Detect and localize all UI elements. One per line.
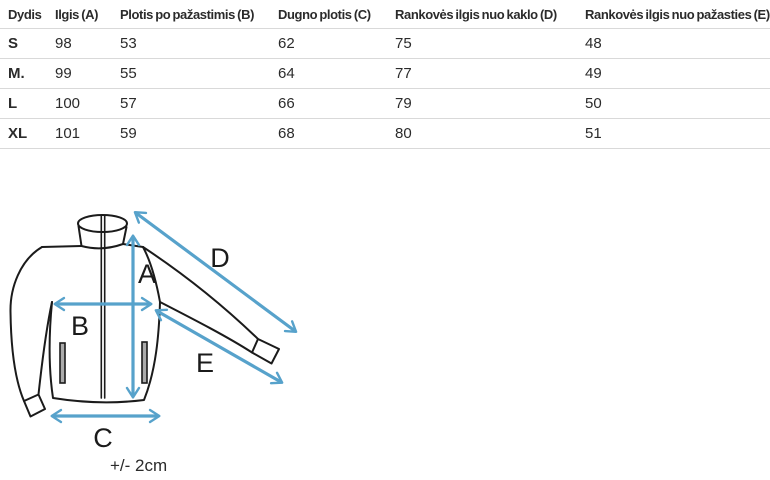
size-label: S [0,28,55,59]
col-header-sleeve-armpit-e: Rankovės ilgis nuo pažasties (E) [585,0,770,29]
size-label: XL [0,118,55,149]
value-cell: 66 [278,88,395,119]
jacket-illustration [9,214,280,418]
value-cell: 79 [395,88,585,119]
col-header-width-b: Plotis po pažastimis (B) [120,0,278,29]
value-cell: 51 [585,118,770,149]
value-cell: 49 [585,58,770,89]
value-cell: 100 [55,88,120,119]
measure-label-d: D [210,243,230,273]
value-cell: 80 [395,118,585,149]
measure-label-a: A [138,259,156,289]
value-cell: 50 [585,88,770,119]
size-label: M. [0,58,55,89]
jacket-zipper [100,215,106,399]
value-cell: 64 [278,58,395,89]
value-cell: 68 [278,118,395,149]
value-cell: 59 [120,118,278,149]
jacket-right-pocket [141,341,148,384]
table-row-m: M. 99 55 64 77 49 [0,58,770,89]
value-cell: 98 [55,28,120,59]
size-label: L [0,88,55,119]
measure-label-e: E [196,348,214,378]
jacket-shoulders [41,243,144,248]
value-cell: 99 [55,58,120,89]
value-cell: 57 [120,88,278,119]
jacket-left-sleeve [9,246,53,418]
measure-label-c: C [93,423,113,453]
value-cell: 62 [278,28,395,59]
tolerance-note: +/- 2cm [110,456,167,475]
measurement-arrows [50,211,298,424]
col-header-bottom-c: Dugno plotis (C) [278,0,395,29]
col-header-length-a: Ilgis (A) [55,0,120,29]
size-table: Dydis Ilgis (A) Plotis po pažastimis (B)… [0,0,770,149]
jacket-left-cuff [23,393,40,402]
value-cell: 101 [55,118,120,149]
table-row-l: L 100 57 66 79 50 [0,88,770,119]
col-header-size: Dydis [0,0,55,29]
value-cell: 48 [585,28,770,59]
jacket-collar-rim [77,214,128,233]
value-cell: 77 [395,58,585,89]
table-row-xl: XL 101 59 68 80 51 [0,118,770,149]
value-cell: 53 [120,28,278,59]
jacket-right-cuff [251,338,259,354]
table-row-s: S 98 53 62 75 48 [0,28,770,59]
value-cell: 75 [395,28,585,59]
jacket-measurement-diagram: A B C D E +/- 2cm [9,211,298,475]
jacket-left-pocket [59,342,66,384]
col-header-sleeve-neck-d: Rankovės ilgis nuo kaklo (D) [395,0,585,29]
size-table-header-row: Dydis Ilgis (A) Plotis po pažastimis (B)… [0,0,770,29]
value-cell: 55 [120,58,278,89]
measure-label-b: B [71,311,89,341]
measure-arrow-e [154,308,284,385]
